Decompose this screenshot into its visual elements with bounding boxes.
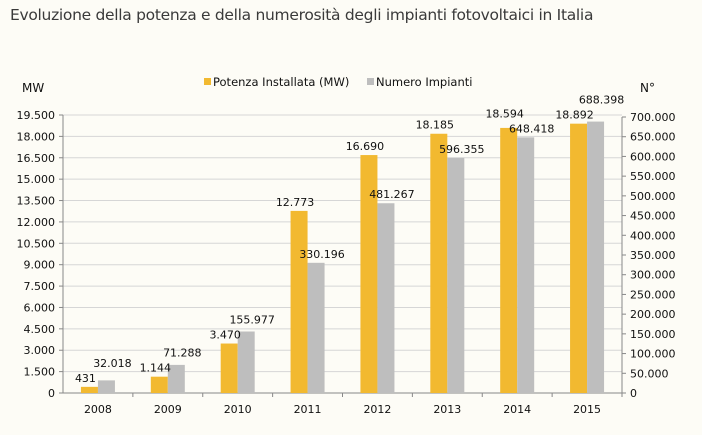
x-tick-label: 2014 [503,403,531,416]
data-label-potenza: 431 [75,372,96,385]
data-label-potenza: 16.690 [346,140,385,153]
legend-swatch-impianti [367,78,374,85]
left-tick-label: 15.000 [17,173,56,186]
legend-label-potenza: Potenza Installata (MW) [213,75,349,89]
x-tick-label: 2009 [154,403,182,416]
bar-impianti-2009 [167,364,185,393]
x-tick-label: 2010 [224,403,252,416]
data-label-potenza: 18.892 [555,109,594,122]
bar-potenza-2013 [430,133,448,393]
left-tick-label: 19.500 [17,109,56,122]
bar-potenza-2011 [290,210,308,393]
right-tick-label: 300.000 [630,269,676,282]
right-tick-label: 700.000 [630,111,676,124]
bar-impianti-2015 [587,121,605,394]
data-label-potenza: 18.185 [416,119,455,132]
bar-potenza-2014 [500,127,518,393]
left-tick-label: 6.000 [24,301,56,314]
legend-swatch-potenza [204,78,211,85]
bar-impianti-2012 [377,203,395,393]
data-label-impianti: 596.355 [439,143,485,156]
left-axis-title: MW [22,81,44,95]
left-tick-label: 9.000 [24,259,56,272]
left-tick-label: 16.500 [17,152,56,165]
data-label-potenza: 18.594 [485,107,524,120]
bar-potenza-2012 [360,155,378,393]
data-label-potenza: 3.470 [209,329,241,342]
left-tick-label: 0 [48,387,55,400]
bar-impianti-2013 [447,157,465,393]
right-tick-label: 0 [630,387,637,400]
legend-label-impianti: Numero Impianti [376,75,472,89]
x-tick-label: 2013 [433,403,461,416]
x-tick-label: 2011 [294,403,322,416]
data-label-potenza: 1.144 [140,362,172,375]
right-tick-label: 100.000 [630,348,676,361]
right-tick-label: 600.000 [630,150,676,163]
bar-potenza-2015 [570,123,588,393]
right-tick-label: 500.000 [630,190,676,203]
data-label-potenza: 12.773 [276,196,315,209]
right-axis-title: N° [640,81,655,95]
data-label-impianti: 155.977 [229,314,275,327]
data-label-impianti: 481.267 [369,188,415,201]
chart-title: Evoluzione della potenza e della numeros… [10,6,594,24]
right-tick-label: 650.000 [630,131,676,144]
right-tick-label: 200.000 [630,308,676,321]
data-label-impianti: 32.018 [93,357,132,370]
right-tick-label: 150.000 [630,328,676,341]
bar-impianti-2011 [307,262,325,393]
x-tick-label: 2015 [573,403,601,416]
x-tick-label: 2012 [363,403,391,416]
right-tick-label: 250.000 [630,288,676,301]
bar-impianti-2008 [97,380,115,393]
left-tick-label: 1.500 [24,366,56,379]
data-label-impianti: 71.288 [163,347,202,360]
x-tick-label: 2008 [84,403,112,416]
data-label-impianti: 688.398 [579,94,625,107]
left-tick-label: 7.500 [24,280,56,293]
right-tick-label: 550.000 [630,170,676,183]
right-tick-label: 350.000 [630,249,676,262]
bar-potenza-2009 [150,376,168,393]
right-tick-label: 450.000 [630,210,676,223]
bar-potenza-2010 [220,343,238,393]
left-tick-label: 18.000 [17,130,56,143]
data-label-impianti: 648.418 [509,122,555,135]
bar-impianti-2014 [517,137,535,393]
right-tick-label: 400.000 [630,229,676,242]
data-label-impianti: 330.196 [299,248,345,261]
bar-impianti-2010 [237,331,255,393]
bar-potenza-2008 [80,386,98,393]
left-tick-label: 13.500 [17,195,56,208]
left-tick-label: 12.000 [17,216,56,229]
left-tick-label: 10.500 [17,237,56,250]
left-tick-label: 3.000 [24,344,56,357]
left-tick-label: 4.500 [24,323,56,336]
right-tick-label: 50.000 [630,367,669,380]
